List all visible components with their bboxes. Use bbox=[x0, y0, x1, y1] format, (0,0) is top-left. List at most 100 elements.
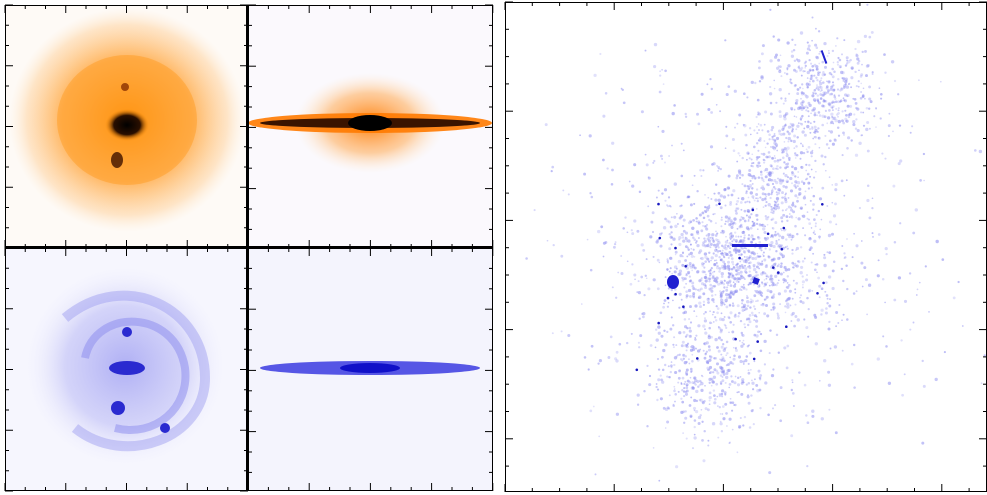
particle bbox=[801, 114, 804, 118]
particle bbox=[763, 230, 767, 235]
particle bbox=[722, 357, 725, 360]
particle bbox=[855, 244, 859, 248]
particle bbox=[763, 312, 767, 316]
particle bbox=[762, 251, 765, 254]
particle bbox=[758, 129, 760, 131]
particle bbox=[746, 300, 750, 304]
particle bbox=[714, 198, 718, 202]
particle bbox=[606, 167, 609, 170]
particle bbox=[669, 225, 673, 229]
particle bbox=[743, 247, 746, 250]
particle bbox=[791, 297, 794, 300]
particle bbox=[644, 274, 647, 277]
particle bbox=[757, 161, 761, 165]
particle bbox=[779, 303, 782, 306]
particle bbox=[692, 218, 695, 222]
particle bbox=[761, 44, 765, 48]
particle bbox=[847, 115, 851, 119]
particle bbox=[760, 152, 763, 155]
particle bbox=[724, 266, 728, 270]
particle bbox=[658, 479, 661, 482]
particle bbox=[756, 199, 759, 203]
particle bbox=[602, 255, 605, 258]
particle bbox=[838, 58, 842, 62]
particle bbox=[745, 214, 748, 217]
particle bbox=[816, 98, 820, 102]
particle bbox=[720, 298, 724, 302]
particle bbox=[787, 132, 791, 136]
particle bbox=[831, 49, 835, 53]
particle bbox=[808, 182, 811, 184]
particle bbox=[799, 106, 803, 110]
particle bbox=[706, 257, 710, 261]
particle bbox=[729, 219, 733, 223]
particle bbox=[724, 252, 728, 256]
particle bbox=[855, 118, 858, 121]
particle bbox=[704, 317, 706, 319]
particle bbox=[752, 207, 754, 209]
particle bbox=[762, 158, 765, 162]
particle bbox=[774, 157, 776, 159]
particle bbox=[861, 285, 864, 288]
particle bbox=[813, 218, 816, 221]
particle bbox=[731, 240, 734, 243]
particle bbox=[742, 250, 746, 253]
particle bbox=[663, 188, 668, 192]
particle bbox=[743, 184, 747, 188]
particle bbox=[760, 281, 764, 284]
particle bbox=[814, 43, 818, 47]
particle bbox=[720, 231, 723, 234]
particle bbox=[730, 375, 733, 378]
particle bbox=[736, 376, 740, 380]
particle bbox=[748, 266, 752, 270]
particle bbox=[786, 302, 790, 306]
particle bbox=[736, 263, 739, 266]
particle bbox=[814, 27, 817, 30]
particle bbox=[725, 235, 727, 238]
particle bbox=[784, 198, 788, 201]
particle bbox=[832, 88, 836, 92]
particle bbox=[684, 335, 688, 338]
particle bbox=[697, 221, 701, 225]
particle bbox=[797, 260, 799, 262]
particle bbox=[696, 190, 699, 193]
particle bbox=[786, 68, 789, 71]
particle bbox=[755, 158, 759, 161]
particle bbox=[640, 110, 644, 114]
particle bbox=[712, 284, 715, 288]
particle bbox=[796, 181, 801, 185]
particle bbox=[740, 247, 743, 250]
particle bbox=[844, 93, 848, 97]
particle bbox=[670, 236, 674, 239]
particle bbox=[727, 293, 731, 297]
particle bbox=[777, 177, 779, 180]
particle bbox=[796, 92, 800, 96]
particle bbox=[712, 301, 715, 304]
particle bbox=[809, 49, 811, 52]
particle bbox=[669, 256, 673, 260]
particle bbox=[668, 394, 671, 397]
particle bbox=[921, 441, 925, 445]
particle bbox=[707, 232, 711, 237]
particle bbox=[909, 131, 912, 134]
particle bbox=[794, 83, 797, 87]
particle bbox=[703, 266, 706, 269]
particle bbox=[774, 274, 778, 279]
particle bbox=[892, 184, 896, 188]
particle bbox=[684, 237, 688, 241]
particle bbox=[799, 117, 802, 121]
particle bbox=[717, 165, 720, 169]
particle bbox=[703, 342, 706, 345]
particle bbox=[745, 143, 748, 147]
particle bbox=[805, 109, 808, 112]
particle bbox=[688, 362, 691, 365]
particle bbox=[908, 272, 912, 275]
particle bbox=[803, 127, 806, 130]
particle bbox=[766, 183, 769, 186]
particle bbox=[697, 421, 701, 426]
particle bbox=[748, 200, 751, 203]
particle bbox=[622, 101, 626, 105]
particle bbox=[721, 264, 725, 268]
particle bbox=[750, 213, 753, 216]
particle bbox=[753, 360, 756, 363]
